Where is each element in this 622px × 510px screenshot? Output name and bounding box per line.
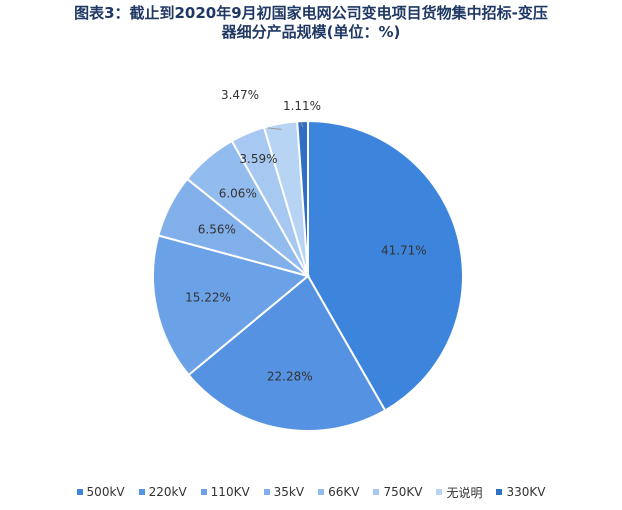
legend-item-110KV: 110KV: [200, 485, 250, 499]
legend-swatch-66KV: [318, 489, 325, 495]
legend-item-66KV: 66KV: [318, 485, 359, 499]
data-label-750KV: 3.59%: [239, 152, 277, 166]
legend-item-无说明: 无说明: [436, 484, 482, 501]
legend-item-750KV: 750KV: [373, 485, 422, 499]
pie-slice-500kV: [307, 119, 464, 412]
legend-swatch-110KV: [200, 489, 207, 495]
legend-swatch-750KV: [373, 489, 380, 495]
legend-label-110KV: 110KV: [210, 485, 250, 499]
data-label-35kV: 6.56%: [198, 223, 236, 237]
legend-label-35kV: 35kV: [273, 485, 305, 499]
legend-item-220kV: 220kV: [138, 485, 187, 499]
leader-line-无说明: [267, 127, 282, 130]
legend-swatch-500kV: [76, 489, 83, 495]
legend-label-750KV: 750KV: [383, 485, 423, 499]
legend: 500kV 220kV 110KV 35kV 66KV 750KV 无说明 330KV: [0, 481, 622, 503]
pie-slices: [152, 119, 464, 432]
chart-title-line-1: 图表3：截止到2020年9月初国家电网公司变电项目货物集中招标-变压: [74, 4, 548, 22]
data-label-66KV: 6.06%: [219, 186, 257, 200]
legend-label-220kV: 220kV: [148, 485, 187, 499]
legend-swatch-220kV: [138, 489, 145, 495]
data-label-500kV: 41.71%: [381, 243, 427, 257]
pie-labels: 41.71% 22.28% 15.22% 6.56% 6.06% 3.59% 3.47% 1.…: [185, 88, 427, 384]
legend-item-500kV: 500kV: [76, 485, 125, 499]
legend-swatch-35kV: [263, 489, 270, 495]
pie-slice-110KV: [152, 234, 311, 377]
legend-label-66KV: 66KV: [328, 485, 360, 499]
data-label-220kV: 22.28%: [267, 370, 313, 384]
legend-swatch-无说明: [436, 489, 443, 495]
data-label-110KV: 15.22%: [185, 291, 231, 305]
legend-label-500kV: 500kV: [86, 485, 125, 499]
legend-item-35kV: 35kV: [263, 485, 305, 499]
chart-title-line-2: 器细分产品规模(单位：%): [221, 23, 401, 41]
legend-label-无说明: 无说明: [446, 485, 483, 500]
data-label-330KV: 1.11%: [283, 99, 321, 113]
pie-slice-220kV: [187, 274, 387, 432]
pie-chart: 41.71% 22.28% 15.22% 6.56% 6.06% 3.59% 3.47% 1.…: [152, 88, 464, 432]
legend-label-330KV: 330KV: [506, 485, 546, 499]
pie-slice-330KV: [296, 119, 309, 277]
data-label-无说明: 3.47%: [221, 88, 259, 102]
leader-line-330KV: [300, 121, 304, 128]
legend-swatch-330KV: [496, 489, 503, 495]
chart-title: 图表3：截止到2020年9月初国家电网公司变电项目货物集中招标-变压 器细分产品…: [0, 4, 622, 42]
legend-item-330KV: 330KV: [496, 485, 545, 499]
